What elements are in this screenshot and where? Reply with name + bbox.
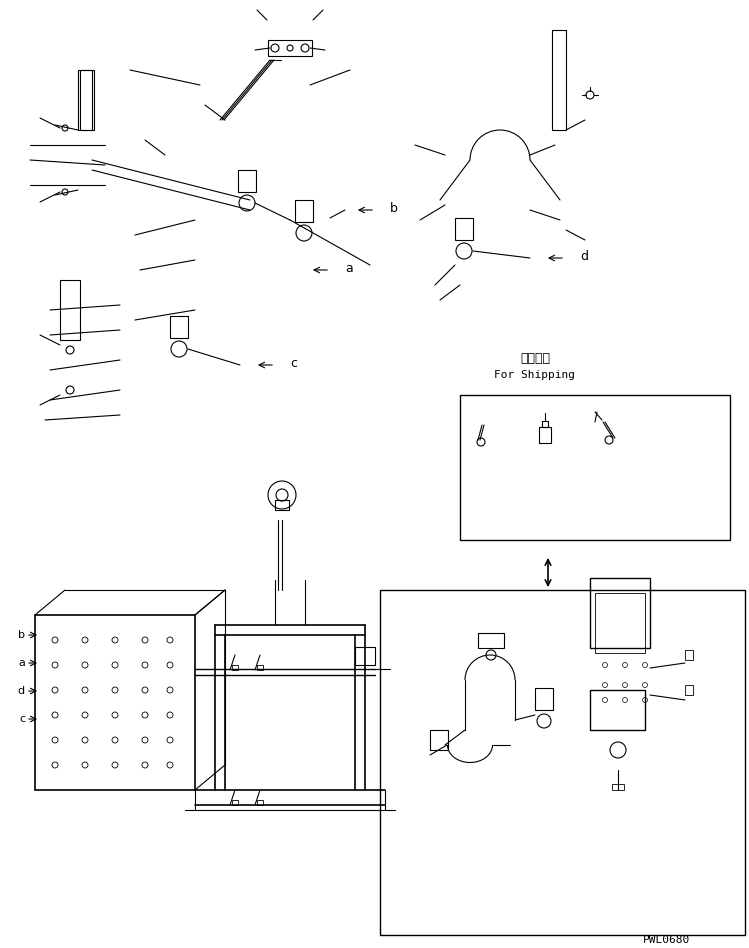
Bar xyxy=(535,688,553,710)
Bar xyxy=(257,800,263,805)
Bar xyxy=(80,70,94,130)
Text: a: a xyxy=(18,658,25,668)
Text: a: a xyxy=(345,262,353,275)
Text: c: c xyxy=(290,356,297,370)
Bar xyxy=(268,40,312,56)
Bar xyxy=(295,200,313,222)
Text: PWL0680: PWL0680 xyxy=(643,935,690,945)
Text: b: b xyxy=(18,630,25,640)
Text: 運携部品: 運携部品 xyxy=(520,352,550,365)
Bar xyxy=(539,427,551,443)
Bar xyxy=(685,685,693,695)
Bar xyxy=(35,615,195,790)
Bar xyxy=(612,784,624,790)
Bar xyxy=(542,421,548,427)
Bar xyxy=(460,395,730,540)
Text: For Shipping: For Shipping xyxy=(494,370,575,380)
Text: d: d xyxy=(18,686,25,696)
Bar xyxy=(60,280,80,340)
Bar xyxy=(232,665,238,670)
Text: b: b xyxy=(390,202,398,214)
Bar xyxy=(552,30,566,130)
Bar xyxy=(595,593,645,653)
Bar xyxy=(355,647,375,665)
Bar xyxy=(685,650,693,660)
Text: d: d xyxy=(580,249,588,263)
Bar xyxy=(478,633,504,648)
Bar xyxy=(590,578,650,648)
Bar xyxy=(170,316,188,338)
Bar xyxy=(257,665,263,670)
Bar xyxy=(78,70,92,130)
Text: c: c xyxy=(19,714,25,724)
Bar xyxy=(380,590,745,935)
Bar xyxy=(232,800,238,805)
Bar xyxy=(430,730,448,750)
Bar xyxy=(590,690,645,730)
Bar xyxy=(238,170,256,192)
Bar xyxy=(455,218,473,240)
Bar xyxy=(275,500,289,510)
